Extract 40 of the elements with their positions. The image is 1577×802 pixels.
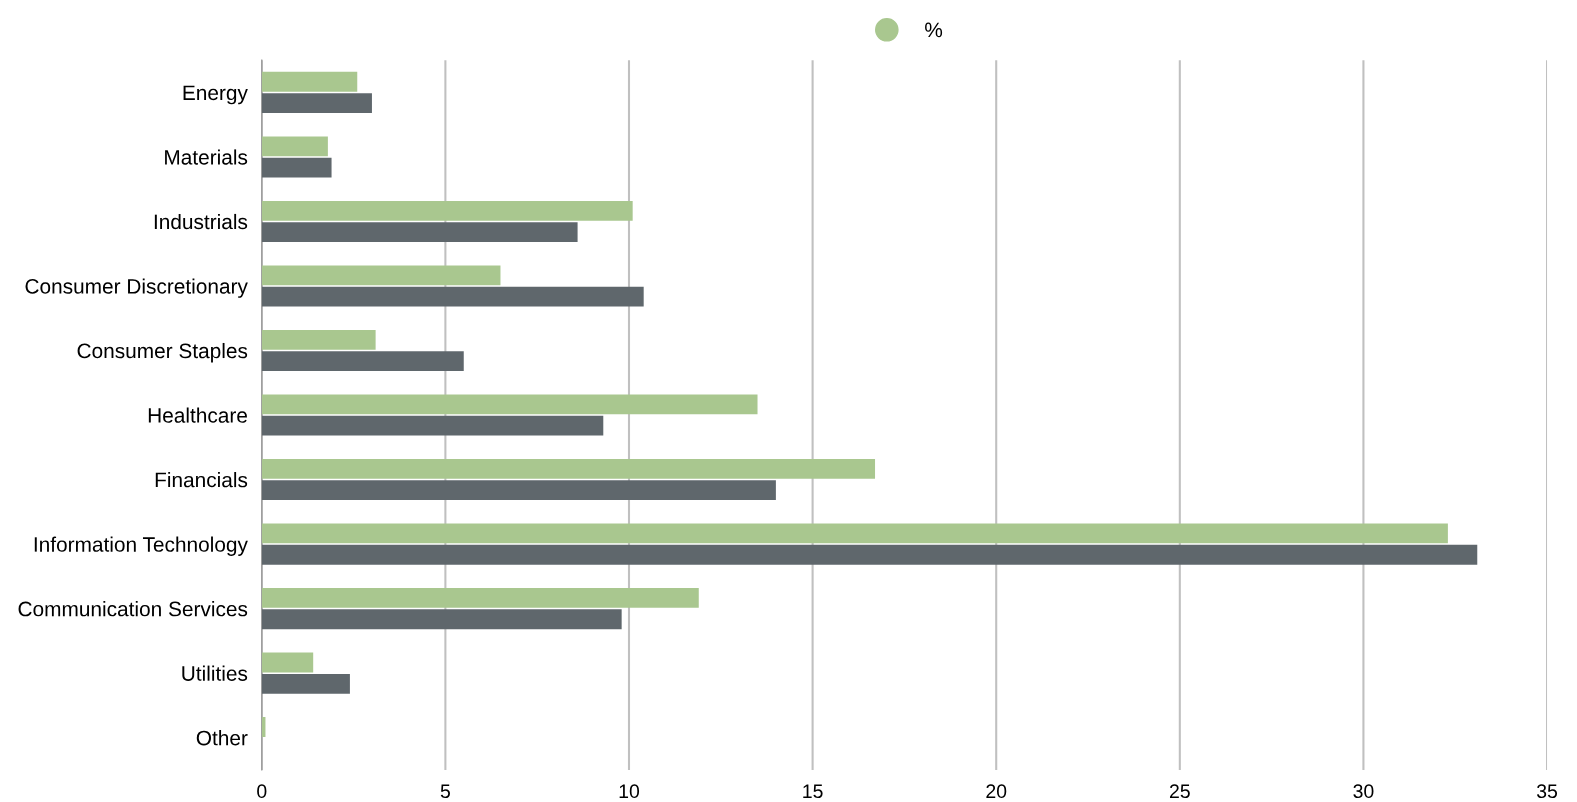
bar	[261, 415, 604, 436]
bar	[261, 652, 314, 673]
x-tick-label: 10	[619, 784, 640, 799]
y-tick-label: Industrials	[154, 213, 248, 230]
x-tick-label: 25	[1169, 784, 1190, 799]
bar	[261, 265, 501, 286]
x-tick-label: 30	[1353, 784, 1374, 799]
bar	[261, 609, 622, 630]
y-tick-label: Consumer Staples	[77, 342, 248, 363]
bar	[261, 523, 1448, 544]
y-tick-label: Energy	[183, 85, 248, 105]
bar	[261, 71, 358, 92]
bar	[261, 136, 328, 157]
x-tick-label: 5	[440, 784, 450, 799]
y-tick-label: Healthcare	[148, 407, 247, 423]
y-tick-label: Consumer Discretionary	[25, 278, 248, 298]
x-tick-label: 35	[1536, 784, 1558, 799]
bar	[261, 200, 633, 221]
y-tick-label: Utilities	[182, 665, 248, 681]
legend-label: %	[925, 22, 943, 38]
y-tick-label: Communication Services	[18, 601, 248, 617]
bar	[261, 351, 464, 372]
bar	[261, 286, 644, 307]
bar	[261, 157, 332, 178]
x-tick-label: 0	[257, 784, 267, 799]
y-tick-label: Materials	[165, 149, 248, 165]
y-tick-label: Information Technology	[34, 536, 248, 556]
y-tick-label: Financials	[155, 472, 248, 488]
bar	[261, 673, 350, 694]
bar	[261, 394, 758, 415]
x-tick-label: 15	[803, 784, 823, 799]
x-tick-label: 20	[986, 784, 1007, 799]
bar	[261, 222, 578, 243]
bar	[261, 93, 372, 113]
bar	[261, 588, 699, 608]
bar	[261, 544, 1478, 565]
bar	[261, 480, 776, 501]
bar	[261, 329, 376, 350]
bar	[261, 459, 876, 479]
y-tick-label: Other	[196, 730, 248, 746]
